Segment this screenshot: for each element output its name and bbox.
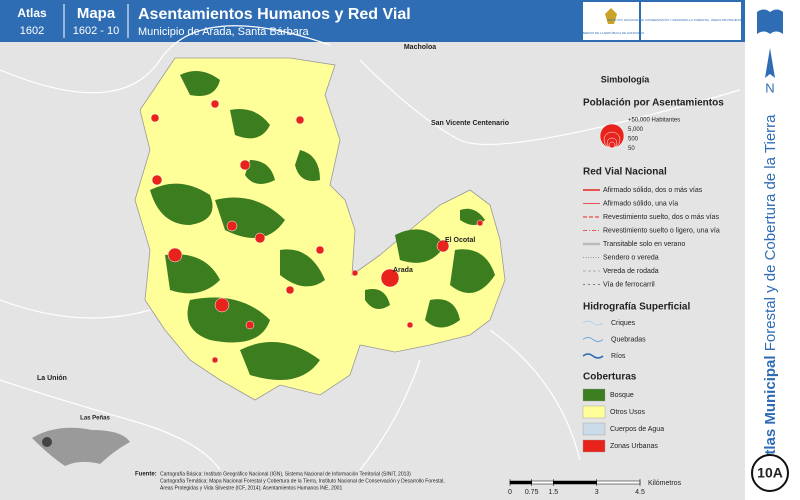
scale-segment xyxy=(509,480,532,485)
side-title-rest: Forestal y de Cobertura de la Tierra xyxy=(762,114,779,351)
inset-map xyxy=(32,427,130,466)
coat-of-arms xyxy=(605,8,617,24)
legend-heading: Red Vial Nacional xyxy=(583,167,667,178)
north-label: N xyxy=(765,80,774,95)
legend-heading: Coberturas xyxy=(583,372,637,383)
side-strip xyxy=(745,0,800,500)
source: Cartografía Básica: Instituto Geográfico… xyxy=(160,471,445,491)
north-arrow xyxy=(765,48,775,78)
road-label: Transitable solo en verano xyxy=(603,241,685,248)
logo-box xyxy=(641,2,741,40)
hydro-symbol xyxy=(582,353,604,359)
title: Asentamientos Humanos y Red Vial xyxy=(138,6,411,23)
municipality xyxy=(134,57,506,401)
legend-heading: Población por Asentamientos xyxy=(583,98,724,109)
scale-label: 4.5 xyxy=(635,489,645,496)
population-label: 50 xyxy=(628,146,635,152)
road-label: Sendero o vereda xyxy=(603,254,659,261)
place-label: La Unión xyxy=(37,375,67,382)
atlas-code: 1602 xyxy=(20,25,44,37)
source-line: Cartografía Temática: Mapa Nacional Fore… xyxy=(160,478,445,484)
scale-unit: Kilómetros xyxy=(648,480,682,487)
cover-label: Cuerpos de Agua xyxy=(610,426,664,433)
population-label: 5,000 xyxy=(628,127,644,133)
scale-segment xyxy=(553,480,597,485)
legend-title: Simbología xyxy=(601,74,650,84)
cover-swatch xyxy=(582,388,606,402)
hydro-symbol xyxy=(582,337,604,342)
page-badge xyxy=(751,454,789,492)
road-label: Afirmado sólido, una vía xyxy=(603,200,678,207)
scale-segment xyxy=(596,480,641,485)
book-icon xyxy=(757,9,783,34)
scale-label: 3 xyxy=(595,489,599,496)
place-label: Arada xyxy=(393,267,413,274)
source-line: Áreas Protegidas y Vida Silvestre (ICF, … xyxy=(160,484,342,491)
road-label: Revestimiento suelto o ligero, una vía xyxy=(603,227,720,234)
scale-label: 1.5 xyxy=(548,489,558,496)
side-title-bold: Atlas Municipal xyxy=(762,355,779,465)
legend: Simbología Población por Asentamientos +50… xyxy=(582,74,724,453)
hydro-label: Criques xyxy=(611,320,636,327)
source-label: Fuente: xyxy=(135,472,157,478)
side-title: Atlas Municipal Forestal y de Cobertura … xyxy=(762,114,779,466)
logo-text: GOBIERNO DE LA REPÚBLICA DE HONDURAS xyxy=(578,30,644,35)
logo-text: INSTITUTO NACIONAL DE CONSERVACIÓN Y DES… xyxy=(607,17,775,22)
page-number: 10A xyxy=(757,465,783,481)
background-roads xyxy=(0,25,741,471)
scale-label: 0 xyxy=(508,489,512,496)
population-label: 500 xyxy=(628,137,639,143)
cover-label: Zonas Urbanas xyxy=(610,443,658,450)
place-label: Macholoa xyxy=(404,44,436,51)
map-code: 1602 - 10 xyxy=(73,25,119,37)
atlas-label: Atlas xyxy=(17,6,47,20)
place-label: Las Peñas xyxy=(80,416,110,422)
road-label: Revestimiento suelto, dos o más vías xyxy=(603,214,719,221)
place-label: El Ocotal xyxy=(445,237,475,244)
population-symbol xyxy=(608,141,616,149)
legend-heading: Hidrografía Superficial xyxy=(583,302,690,313)
cover-label: Bosque xyxy=(610,392,634,399)
road-label: Vereda de rodada xyxy=(603,268,659,275)
scale-segment xyxy=(531,480,554,485)
map-label: Mapa xyxy=(77,5,116,22)
cover-swatch xyxy=(582,422,606,436)
cover-label: Otros Usos xyxy=(610,409,646,416)
place-label: San Vicente Centenario xyxy=(431,120,509,127)
population-label: +50,000 Habitantes xyxy=(628,118,680,124)
source-line: Cartografía Básica: Instituto Geográfico… xyxy=(160,471,411,477)
road-label: Vía de ferrocarril xyxy=(603,281,655,288)
scale-label: 0.75 xyxy=(525,489,539,496)
hydro-label: Ríos xyxy=(611,353,626,360)
hydro-label: Quebradas xyxy=(611,336,646,343)
cover-swatch xyxy=(582,405,606,419)
road-label: Afirmado sólido, dos o más vías xyxy=(603,187,703,194)
cover-swatch xyxy=(582,439,606,453)
inset-locator xyxy=(42,437,52,447)
hydro-symbol xyxy=(582,320,604,326)
